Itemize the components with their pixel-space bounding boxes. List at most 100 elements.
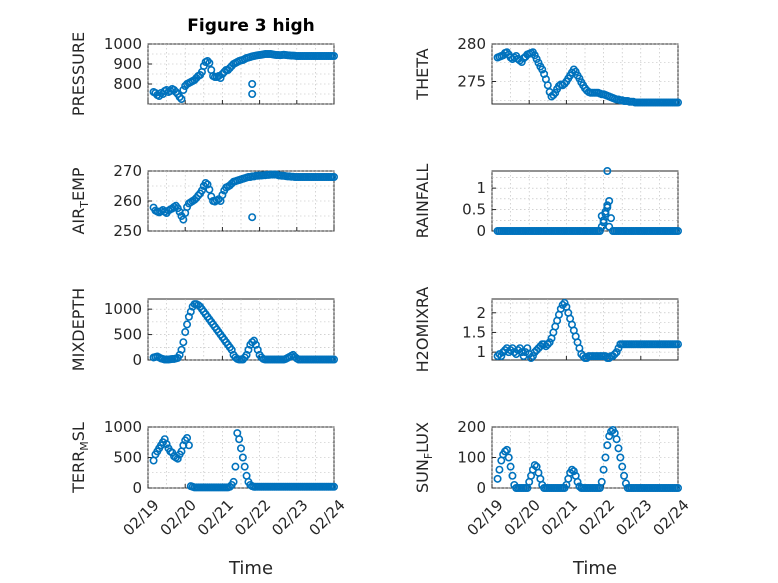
x-tick-label: 02/21 bbox=[194, 496, 237, 539]
x-tick-label: 02/22 bbox=[231, 496, 274, 539]
data-point bbox=[618, 462, 627, 471]
data-point bbox=[595, 227, 604, 236]
data-point bbox=[179, 338, 188, 347]
data-point bbox=[573, 477, 582, 486]
data-point bbox=[201, 179, 210, 188]
data-point bbox=[504, 453, 513, 462]
data-point bbox=[235, 435, 244, 444]
subplot-h2omixra: 1 1.52 H2OMIXRA bbox=[413, 287, 682, 373]
y-axis-label: PRESSURE bbox=[69, 32, 88, 116]
y-tick-label: 1000 bbox=[104, 300, 142, 318]
data-point bbox=[205, 58, 214, 67]
data-point bbox=[614, 444, 623, 453]
data-point bbox=[329, 482, 338, 491]
data-point bbox=[527, 354, 536, 363]
y-tick-label: 2 bbox=[476, 304, 486, 322]
data-point bbox=[160, 435, 169, 444]
x-axis-label-right: Time bbox=[572, 558, 617, 579]
data-point bbox=[171, 88, 180, 97]
data-point bbox=[162, 440, 171, 449]
data-point bbox=[528, 352, 537, 361]
data-point bbox=[543, 81, 552, 90]
y-tick-label: 0.5 bbox=[462, 201, 486, 219]
x-tick-label: 02/21 bbox=[538, 496, 581, 539]
y-axis-label: RAINFALL bbox=[413, 164, 432, 239]
data-point bbox=[229, 477, 238, 486]
x-tick-label: 02/23 bbox=[268, 496, 311, 539]
y-tick-label: 800 bbox=[113, 75, 142, 93]
data-point bbox=[605, 222, 614, 231]
data-point bbox=[502, 445, 511, 454]
data-point bbox=[506, 462, 515, 471]
y-axis-label: SUNFLUX bbox=[413, 422, 435, 493]
data-point bbox=[183, 433, 192, 442]
y-tick-label: 200 bbox=[457, 418, 486, 436]
data-point bbox=[231, 462, 240, 471]
data-point bbox=[495, 465, 504, 474]
data-point bbox=[605, 197, 614, 206]
y-axis-label: THETA bbox=[413, 48, 432, 100]
y-tick-label: 270 bbox=[113, 162, 142, 180]
data-point bbox=[329, 173, 338, 182]
data-point bbox=[205, 185, 214, 194]
x-tick-label: 02/23 bbox=[612, 496, 655, 539]
data-point bbox=[194, 191, 203, 200]
data-point bbox=[493, 352, 502, 361]
y-tick-label: 1000 bbox=[104, 418, 142, 436]
data-point bbox=[501, 447, 510, 456]
x-tick-label: 02/20 bbox=[501, 496, 544, 539]
data-point bbox=[184, 441, 193, 450]
subplot-rainfall: 0 0.5 1 RAINFALL bbox=[413, 164, 682, 240]
y-tick-label: 275 bbox=[457, 73, 486, 91]
data-point bbox=[508, 471, 517, 480]
data-point bbox=[545, 338, 554, 347]
y-axis-label: MIXDEPTH bbox=[69, 288, 88, 371]
data-point bbox=[237, 444, 246, 453]
data-point bbox=[673, 483, 682, 492]
data-point bbox=[329, 51, 338, 60]
y-tick-label: 500 bbox=[113, 326, 142, 344]
data-point bbox=[197, 186, 206, 195]
data-point bbox=[248, 80, 257, 89]
data-point bbox=[218, 191, 227, 200]
data-point bbox=[177, 95, 186, 104]
data-point bbox=[599, 465, 608, 474]
data-point bbox=[173, 454, 182, 463]
y-tick-label: 250 bbox=[113, 222, 142, 240]
plot-area bbox=[491, 170, 679, 232]
data-point bbox=[607, 214, 616, 223]
data-point bbox=[567, 465, 576, 474]
x-tick-label: 02/24 bbox=[649, 496, 692, 539]
data-point bbox=[560, 298, 569, 307]
data-point bbox=[673, 340, 682, 349]
data-point bbox=[603, 441, 612, 450]
data-point bbox=[530, 461, 539, 470]
data-point bbox=[601, 453, 610, 462]
subplot-mixdepth: 0 500 1000 MIXDEPTH bbox=[69, 288, 338, 371]
data-point bbox=[179, 86, 188, 95]
data-point bbox=[207, 192, 216, 201]
subplot-theta: 275 280 THETA bbox=[413, 35, 682, 107]
y-axis-label: AIRTEMP bbox=[69, 167, 91, 234]
y-tick-label: 0 bbox=[476, 479, 486, 497]
data-point bbox=[610, 350, 619, 359]
y-tick-label: 900 bbox=[113, 55, 142, 73]
data-point bbox=[240, 462, 249, 471]
data-point bbox=[248, 90, 257, 99]
y-tick-label: 500 bbox=[113, 449, 142, 467]
data-point bbox=[493, 474, 502, 483]
y-tick-label: 1.5 bbox=[462, 323, 486, 341]
data-point bbox=[616, 453, 625, 462]
subplot-air_temp: 250 260 270 AIRTEMP bbox=[69, 162, 338, 240]
data-point bbox=[329, 355, 338, 364]
y-axis-label: H2OMIXRA bbox=[413, 287, 432, 373]
data-point bbox=[607, 427, 616, 436]
data-point bbox=[177, 345, 186, 354]
x-tick-label: 02/19 bbox=[119, 496, 162, 539]
data-point bbox=[543, 340, 552, 349]
data-point bbox=[250, 336, 259, 345]
y-tick-label: 0 bbox=[132, 351, 142, 369]
